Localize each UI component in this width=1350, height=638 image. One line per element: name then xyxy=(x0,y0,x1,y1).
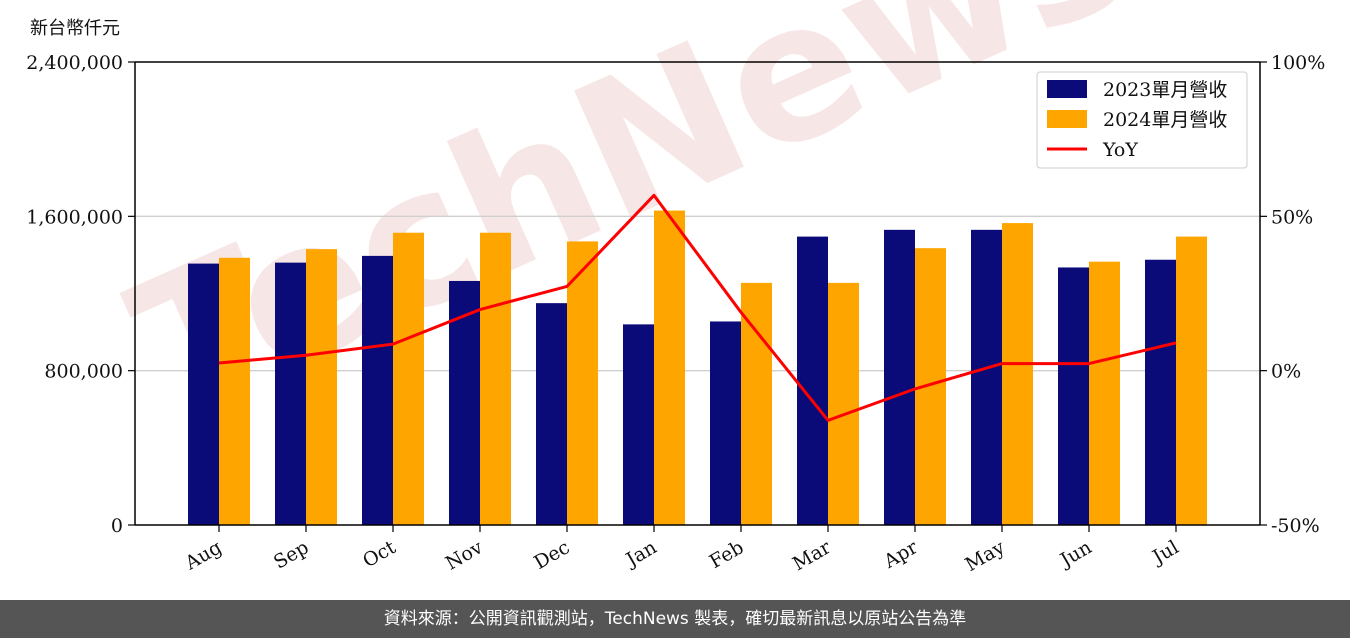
legend-label: YoY xyxy=(1102,139,1138,161)
x-tick-label: Oct xyxy=(359,536,400,572)
x-tick-label: Jan xyxy=(621,536,661,572)
y-right-tick-label: 0% xyxy=(1271,361,1301,383)
x-tick-label: May xyxy=(962,536,1009,576)
legend-swatch xyxy=(1047,80,1087,98)
bar-2023 xyxy=(536,303,567,525)
x-tick-label: Apr xyxy=(879,536,922,573)
bar-2024 xyxy=(654,210,685,525)
legend-label: 2023單月營收 xyxy=(1103,79,1227,101)
y-left-tick-label: 800,000 xyxy=(44,361,123,383)
bar-2023 xyxy=(449,280,480,525)
y-right-tick-label: 100% xyxy=(1271,52,1325,74)
bar-2024 xyxy=(393,232,424,525)
bar-2023 xyxy=(362,255,393,525)
bar-2024 xyxy=(1002,223,1033,525)
bar-2023 xyxy=(797,236,828,525)
y-left-tick-label: 1,600,000 xyxy=(26,206,123,228)
legend-swatch xyxy=(1047,110,1087,128)
bar-2024 xyxy=(306,249,337,526)
x-tick-label: Jul xyxy=(1147,536,1182,569)
bar-2023 xyxy=(623,324,654,525)
bar-2024 xyxy=(1176,236,1207,525)
x-tick-label: Nov xyxy=(442,536,487,575)
bar-2023 xyxy=(1058,267,1089,525)
y-right-tick-label: 50% xyxy=(1271,206,1313,228)
bar-2023 xyxy=(188,263,219,525)
bar-2023 xyxy=(710,321,741,525)
x-tick-label: Feb xyxy=(706,536,748,573)
bar-2024 xyxy=(1089,261,1120,525)
source-footer: 資料來源：公開資訊觀測站，TechNews 製表，確切最新訊息以原站公告為準 xyxy=(0,600,1350,638)
bar-2024 xyxy=(480,232,511,525)
x-tick-label: Sep xyxy=(270,536,313,573)
bar-2024 xyxy=(828,282,859,525)
y-axis-unit-label: 新台幣仟元 xyxy=(30,18,120,39)
yoy-line xyxy=(218,193,1177,422)
bar-2023 xyxy=(971,229,1002,525)
chart: 新台幣仟元 TechNews 0 800,000 1,600,000 2,400,000… xyxy=(26,0,1325,576)
x-tick-label: Aug xyxy=(181,536,226,575)
bar-2024 xyxy=(219,257,250,525)
x-tick-label: Mar xyxy=(789,536,835,575)
y-left-tick-label: 0 xyxy=(111,515,123,537)
legend-label: 2024單月營收 xyxy=(1103,109,1227,131)
bar-2024 xyxy=(567,241,598,525)
x-tick-label: Dec xyxy=(530,536,573,574)
bar-2024 xyxy=(741,282,772,525)
chart-canvas: TechNews0800,0001,600,0002,400,000-50%0%… xyxy=(26,0,1325,576)
bar-2023 xyxy=(884,229,915,525)
x-tick-label: Jun xyxy=(1055,536,1096,572)
bar-2023 xyxy=(1145,259,1176,525)
y-right-tick-label: -50% xyxy=(1271,515,1320,537)
bar-2023 xyxy=(275,262,306,525)
legend-box xyxy=(1036,71,1248,169)
y-left-tick-label: 2,400,000 xyxy=(26,52,123,74)
